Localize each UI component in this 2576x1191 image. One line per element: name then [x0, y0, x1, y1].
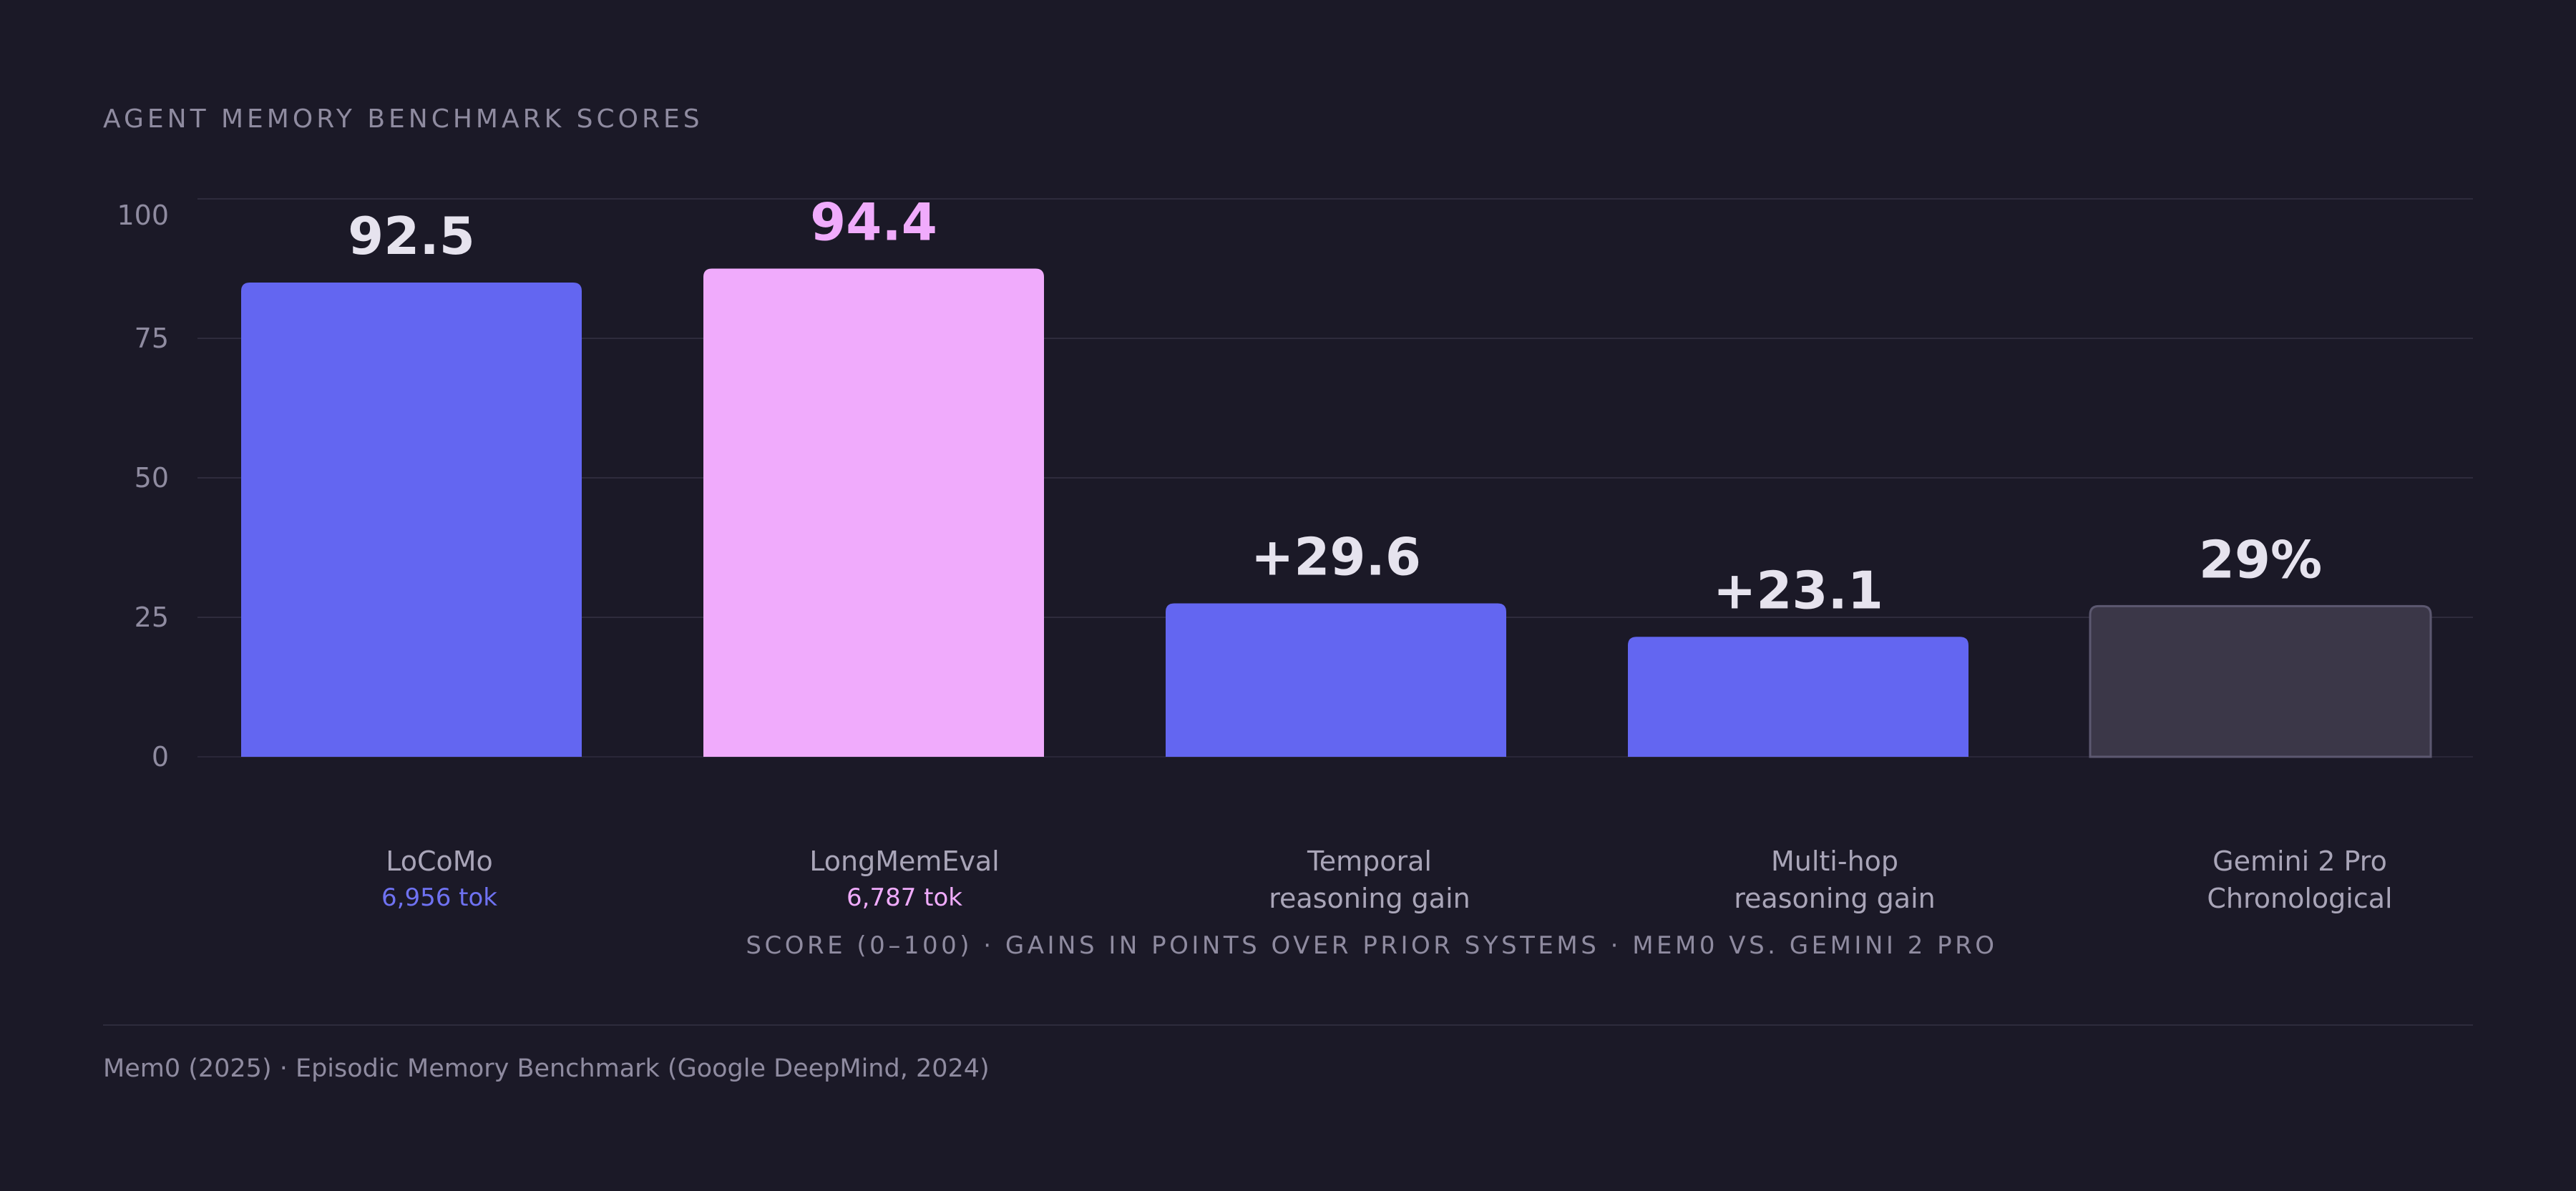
y-tick-label: 100 — [117, 200, 169, 231]
bar — [1628, 637, 1968, 757]
bar-value-label: 92.5 — [348, 206, 475, 266]
bar-value-label: +23.1 — [1713, 560, 1883, 620]
y-tick-label: 25 — [135, 602, 169, 633]
bars — [241, 268, 2432, 758]
chart-title: AGENT MEMORY BENCHMARK SCORES — [103, 104, 703, 134]
y-tick-label: 50 — [135, 462, 169, 494]
x-category-label: LongMemEval 6,787 tok — [740, 843, 1069, 916]
bar-value-label: 94.4 — [810, 192, 937, 253]
chart-caption: SCORE (0–100) · GAINS IN POINTS OVER PRI… — [746, 931, 1998, 960]
x-category-sublabel: 6,787 tok — [847, 883, 962, 912]
bar — [241, 283, 582, 757]
x-category-sublabel: 6,956 tok — [381, 883, 497, 912]
x-category-label-line: Temporal — [1307, 846, 1432, 877]
x-category-label-line: reasoning gain — [1734, 883, 1936, 914]
x-category-label-line: Chronological — [2207, 883, 2393, 914]
bar — [1166, 603, 1506, 757]
bar-value-label: 29% — [2199, 529, 2322, 589]
x-category-label-line: LoCoMo — [386, 846, 493, 877]
x-category-label: LoCoMo 6,956 tok — [275, 843, 604, 916]
value-labels: 92.5 94.4 +29.6 +23.1 29% — [348, 192, 2322, 621]
x-category-label-line: Multi-hop — [1770, 846, 1899, 877]
source-footer: Mem0 (2025) · Episodic Memory Benchmark … — [103, 1054, 990, 1083]
x-category-label: Temporal reasoning gain — [1205, 843, 1534, 917]
bar — [2089, 604, 2432, 758]
x-category-label-line: reasoning gain — [1269, 883, 1470, 914]
x-category-label-line: Gemini 2 Pro — [2212, 846, 2387, 877]
bar — [703, 268, 1044, 757]
x-category-label-line: LongMemEval — [809, 846, 1000, 877]
bar-value-label: +29.6 — [1251, 527, 1421, 587]
y-tick-label: 0 — [152, 741, 169, 773]
y-tick-label: 75 — [135, 323, 169, 354]
x-category-label: Gemini 2 Pro Chronological — [2135, 843, 2464, 917]
x-category-label: Multi-hop reasoning gain — [1670, 843, 1999, 917]
footer-divider — [103, 1024, 2473, 1026]
